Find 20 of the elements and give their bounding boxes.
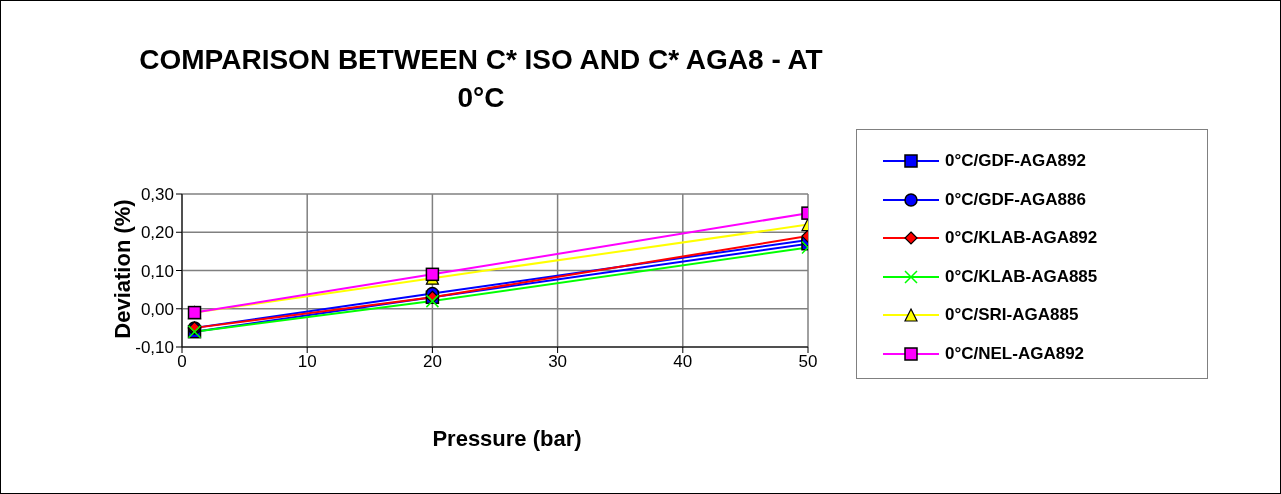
x-tick-label: 10 <box>297 352 317 372</box>
y-axis-title: Deviation (%) <box>110 198 136 341</box>
legend-label: 0°C/KLAB-AGA885 <box>945 266 1098 287</box>
y-tick-label: 0,30 <box>140 185 174 205</box>
x-tick-label: 40 <box>673 352 693 372</box>
x-axis-title: Pressure (bar) <box>431 426 583 452</box>
y-tick-label: 0,10 <box>140 261 174 281</box>
x-tick-label: 20 <box>422 352 442 372</box>
legend-label: 0°C/KLAB-AGA892 <box>945 228 1098 249</box>
legend-label: 0°C/GDF-AGA886 <box>945 189 1086 210</box>
legend-label: 0°C/SRI-AGA885 <box>945 305 1079 326</box>
y-tick-label: 0,20 <box>140 223 174 243</box>
y-tick-label: 0,00 <box>140 299 174 319</box>
x-tick-label: 50 <box>798 352 818 372</box>
chart-title: COMPARISON BETWEEN C* ISO AND C* AGA8 - AT 0°C <box>138 43 824 115</box>
legend-label: 0°C/GDF-AGA892 <box>945 151 1086 172</box>
legend-label: 0°C/NEL-AGA892 <box>945 343 1085 364</box>
y-tick-label: -0,10 <box>135 338 174 358</box>
x-tick-label: 30 <box>548 352 568 372</box>
x-tick-label: 0 <box>177 352 187 372</box>
